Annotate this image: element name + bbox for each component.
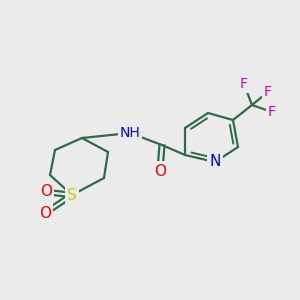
Text: O: O xyxy=(39,206,51,220)
Text: F: F xyxy=(264,85,272,99)
Text: NH: NH xyxy=(120,126,140,140)
Text: N: N xyxy=(209,154,221,169)
Text: O: O xyxy=(40,184,52,200)
Text: F: F xyxy=(240,77,248,91)
Text: O: O xyxy=(154,164,166,178)
Text: F: F xyxy=(268,105,276,119)
Text: S: S xyxy=(67,188,77,202)
